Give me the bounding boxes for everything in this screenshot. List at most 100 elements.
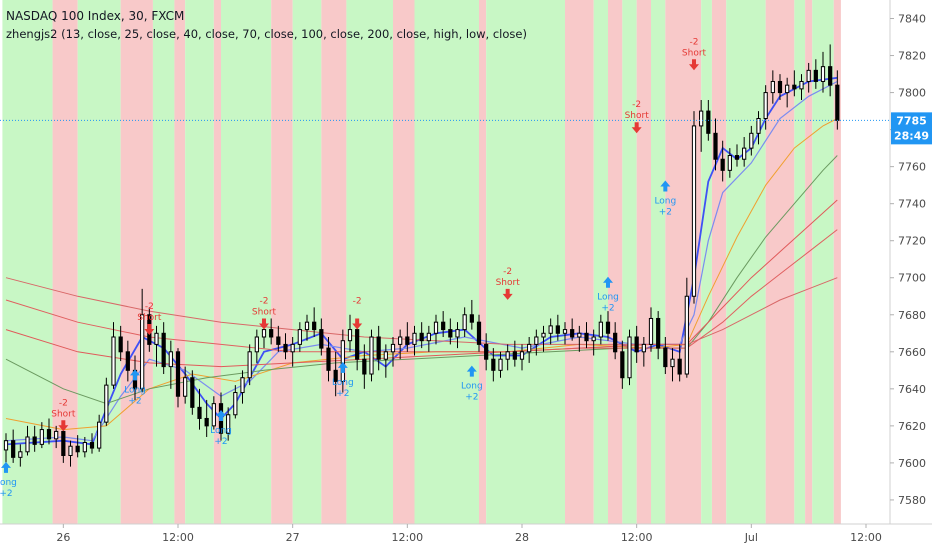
short-arrow-icon <box>689 59 699 71</box>
candle-body <box>89 442 95 449</box>
short-signal-label: Short <box>496 278 521 288</box>
candle-body <box>32 436 37 445</box>
long-arrow-icon <box>660 180 671 192</box>
candle <box>634 325 639 363</box>
candle <box>713 118 718 171</box>
candle-body <box>3 440 9 451</box>
candle-body <box>441 321 446 331</box>
trend-zone-bear-3 <box>120 0 153 524</box>
y-tick-label: 7580 <box>898 494 926 507</box>
last-price-value: 7785 <box>896 114 927 127</box>
long-signal-value: +2 <box>659 207 672 217</box>
long-arrow-icon <box>216 410 226 422</box>
candle <box>455 322 460 349</box>
candle-body <box>254 336 259 353</box>
trend-zone-bear-31 <box>833 0 841 524</box>
candle <box>727 148 732 178</box>
candle-body <box>591 336 596 342</box>
short-signal-label: Short <box>137 313 162 323</box>
candle-body <box>527 343 532 353</box>
short-signal-label: Short <box>682 48 707 58</box>
price-axis[interactable]: 7580 7600 7620 7640 7660 7680 7700 7720 7740 7760… <box>890 13 926 507</box>
candle <box>140 288 145 393</box>
candle <box>512 340 517 367</box>
candle <box>469 299 474 330</box>
short-signal-label: Short <box>625 111 650 121</box>
candle <box>97 414 102 452</box>
candle-body <box>183 377 188 397</box>
candle-body <box>297 329 302 345</box>
x-tick-label: 12:00 <box>391 531 423 544</box>
candle-body <box>168 351 173 368</box>
candle <box>269 318 274 345</box>
candle-body <box>484 343 489 360</box>
candle <box>204 399 209 437</box>
candle-body <box>749 132 754 149</box>
long-arrow-icon <box>466 365 477 377</box>
trend-zone-bear-17 <box>565 0 594 524</box>
candle-body <box>362 358 367 375</box>
long-signal-label: Long <box>597 293 619 303</box>
short-arrow-icon <box>144 324 155 336</box>
candle <box>749 125 754 156</box>
short-signal-value: -2 <box>59 398 68 408</box>
candle <box>792 70 797 97</box>
long-signal-label: Long <box>461 382 483 392</box>
candle-body <box>82 442 87 453</box>
candle-body <box>54 430 59 440</box>
candle-body <box>25 436 30 453</box>
candle <box>555 314 560 341</box>
candle-body <box>197 406 202 419</box>
candle <box>656 311 661 360</box>
candle-body <box>620 351 625 379</box>
candle-body <box>491 358 496 371</box>
candle-body <box>283 343 288 353</box>
y-tick-label: 7660 <box>898 346 926 359</box>
x-tick-label: 12:00 <box>162 531 194 544</box>
long-signal-label: Long <box>332 378 354 388</box>
long-signal: Long+2 <box>461 365 483 403</box>
time-axis[interactable]: 26 12:00 27 12:00 28 12:00 Jul 12:00 <box>56 524 882 544</box>
candle-body <box>11 440 16 458</box>
trend-zone-bull-30 <box>812 0 834 524</box>
candle-body <box>627 336 632 379</box>
x-tick-label: 12:00 <box>621 531 653 544</box>
candle <box>627 329 632 386</box>
short-arrow-icon <box>58 420 69 432</box>
candle <box>763 85 768 130</box>
candle <box>756 111 761 145</box>
candle-body <box>820 66 826 82</box>
candle <box>527 336 532 363</box>
trend-zone-bull-18 <box>593 0 608 524</box>
candle <box>154 325 159 367</box>
bar-countdown: 28:49 <box>894 129 929 142</box>
trend-zone-bear-19 <box>608 0 623 524</box>
candle <box>68 440 73 467</box>
last-price-box <box>891 112 932 145</box>
candle-body <box>570 329 575 338</box>
candle <box>476 314 482 352</box>
candle <box>197 388 202 430</box>
candle <box>613 322 618 360</box>
candle <box>25 425 30 456</box>
candle-body <box>828 66 833 86</box>
candle <box>319 318 324 356</box>
candle-body <box>706 110 711 134</box>
candle <box>491 348 496 382</box>
candle <box>591 329 596 356</box>
long-signal: Long+2 <box>124 369 146 406</box>
candle <box>32 425 37 452</box>
candle <box>720 140 725 182</box>
short-arrow-icon <box>631 122 642 134</box>
candle <box>699 99 704 152</box>
trend-zone-bull-14 <box>414 0 479 524</box>
candle <box>448 318 453 345</box>
candle-body <box>656 317 661 349</box>
candle-body <box>233 392 238 416</box>
candle <box>362 344 367 389</box>
short-signal-label: Short <box>252 307 277 317</box>
candle <box>541 325 546 352</box>
y-tick-label: 7600 <box>898 457 926 470</box>
